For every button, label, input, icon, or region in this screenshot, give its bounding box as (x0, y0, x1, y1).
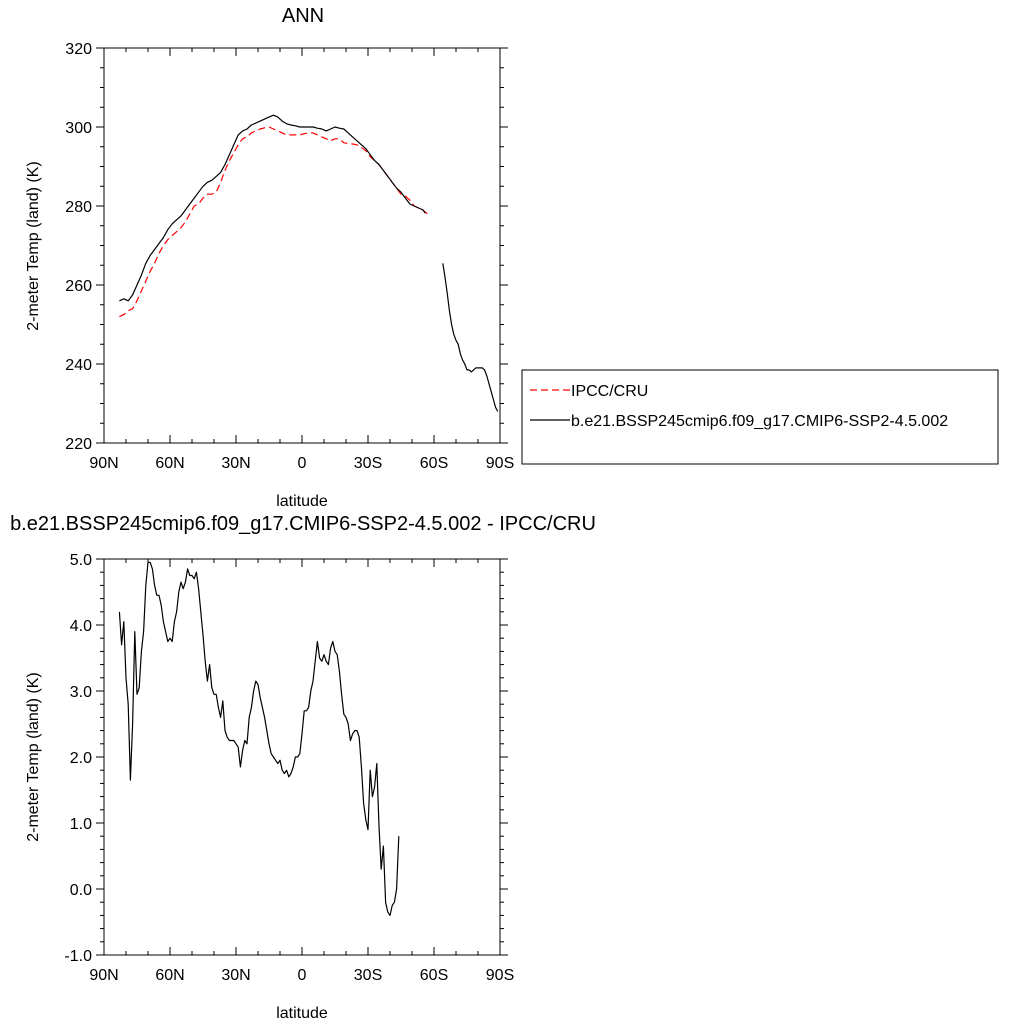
bottom-x-axis-label: latitude (276, 1005, 328, 1022)
top-y-tick-label: 300 (65, 120, 92, 137)
bottom-x-tick-label: 0 (298, 967, 307, 984)
bottom-panel: b.e21.BSSP245cmip6.f09_g17.CMIP6-SSP2-4.… (10, 513, 596, 1022)
top-y-tick-label: 260 (65, 278, 92, 295)
top-y-tick-label: 220 (65, 436, 92, 453)
bottom-x-tick-label: 90N (89, 967, 118, 984)
top-panel: ANN 90N 60N 30N 0 30S 60S 90S 220 240 260 280 300 32… (25, 5, 514, 510)
top-lines (119, 114, 499, 412)
top-plot-frame (103, 47, 501, 444)
bottom-chart-title: b.e21.BSSP245cmip6.f09_g17.CMIP6-SSP2-4.… (10, 513, 596, 535)
legend-label-ipcc-cru: IPCC/CRU (571, 383, 648, 400)
bottom-y-tick-label: 3.0 (70, 684, 92, 701)
bottom-y-tick-label: -1.0 (64, 948, 92, 965)
bottom-x-tick-label: 60S (420, 967, 448, 984)
top-series-1-line (442, 263, 499, 412)
bottom-y-axis-label: 2-meter Temp (land) (K) (25, 672, 42, 842)
top-chart-title: ANN (282, 5, 324, 27)
bottom-y-tick-label: 1.0 (70, 816, 92, 833)
bottom-ticks: 90N 60N 30N 0 30S 60S 90S -1.0 0.0 1.0 2.0 3.0 4.0 5.… (64, 552, 514, 984)
bottom-series-0-line (118, 561, 400, 917)
bottom-y-tick-label: 5.0 (70, 552, 92, 569)
top-series-1-line (119, 114, 426, 302)
bottom-x-tick-label: 60N (155, 967, 184, 984)
bottom-y-tick-label: 0.0 (70, 882, 92, 899)
bottom-x-tick-label: 30S (354, 967, 382, 984)
top-y-axis-label: 2-meter Temp (land) (K) (25, 161, 42, 331)
bottom-x-tick-label: 30N (221, 967, 250, 984)
top-x-axis-label: latitude (276, 493, 328, 510)
top-y-tick-label: 240 (65, 357, 92, 374)
top-x-tick-label: 60N (155, 455, 184, 472)
bottom-y-tick-label: 4.0 (70, 618, 92, 635)
top-x-tick-label: 30S (354, 455, 382, 472)
top-x-tick-label: 60S (420, 455, 448, 472)
bottom-y-tick-label: 2.0 (70, 750, 92, 767)
bottom-x-tick-label: 90S (486, 967, 514, 984)
top-x-tick-label: 30N (221, 455, 250, 472)
legend-label-model: b.e21.BSSP245cmip6.f09_g17.CMIP6-SSP2-4.… (571, 413, 948, 430)
bottom-lines (118, 561, 400, 917)
top-x-tick-label: 0 (298, 455, 307, 472)
top-y-tick-label: 320 (65, 41, 92, 58)
top-x-tick-label: 90N (89, 455, 118, 472)
top-x-tick-label: 90S (486, 455, 514, 472)
top-ticks: 90N 60N 30N 0 30S 60S 90S 220 240 260 280 300 320 (65, 41, 514, 472)
legend-box (521, 369, 999, 465)
top-y-tick-label: 280 (65, 199, 92, 216)
legend: IPCC/CRU b.e21.BSSP245cmip6.f09_g17.CMIP… (521, 369, 999, 465)
top-series-0-line (119, 126, 428, 318)
